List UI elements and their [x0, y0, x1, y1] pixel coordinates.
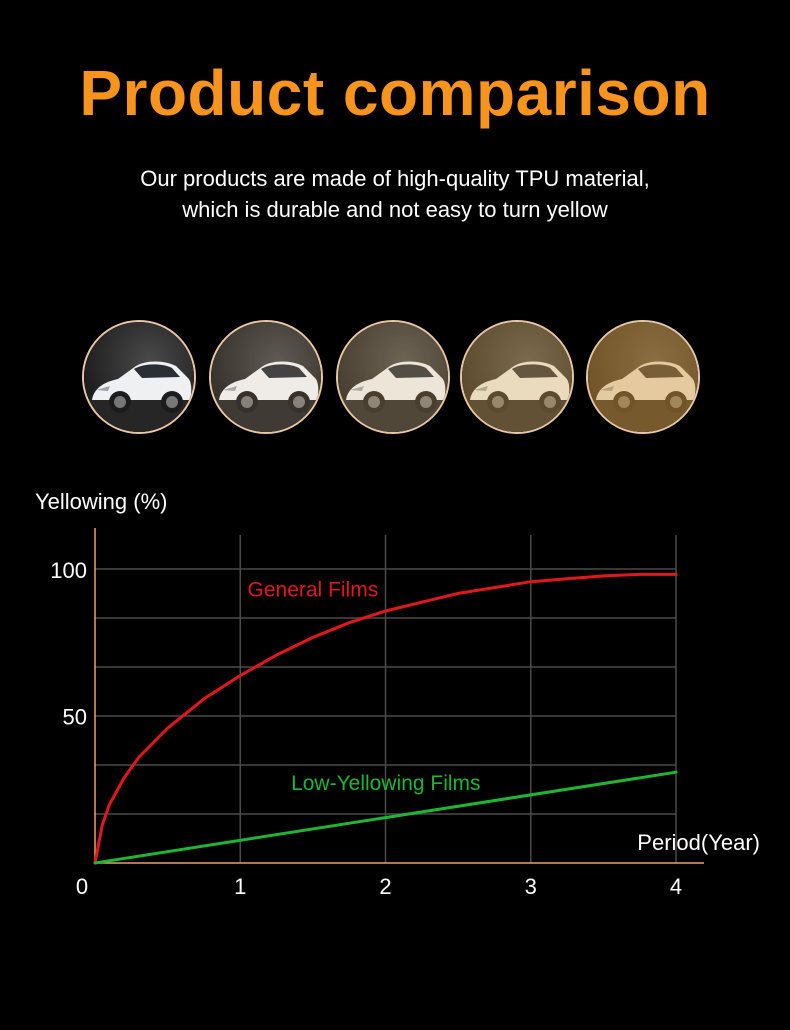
grid [95, 535, 677, 863]
car-photo-light-yellow [336, 320, 450, 434]
page-title: Product comparison [79, 57, 711, 129]
series-label-1: Low-Yellowing Films [291, 772, 480, 795]
car-photo-row [82, 320, 704, 438]
car-photo-yellow [460, 320, 574, 434]
car-photo-light-yellow-image [338, 322, 448, 432]
car-photo-yellow-image [462, 322, 572, 432]
x-tick-label-2: 2 [379, 874, 391, 899]
car-photo-clear [82, 320, 196, 434]
series-label-0: General Films [248, 578, 379, 601]
x-tick-label-4: 4 [670, 874, 682, 899]
y-tick-label-50: 50 [63, 705, 87, 730]
series-line-0 [93, 572, 678, 865]
car-photo-clear-image [84, 322, 194, 432]
page-subtitle: Our products are made of high-quality TP… [0, 163, 790, 225]
x-tick-label-0: 0 [76, 874, 88, 899]
car-photo-deep-yellow [586, 320, 700, 434]
yellowing-chart: General Films Low-Yellowing Films 0 1 2 3 4 50 1… [35, 489, 760, 899]
car-photo-slight-yellow-image [211, 322, 321, 432]
car-photo-deep-yellow-image [588, 322, 698, 432]
subtitle-line-1: Our products are made of high-quality TP… [140, 166, 650, 191]
y-tick-label-100: 100 [50, 558, 87, 583]
x-axis-label: Period(Year) [637, 830, 760, 855]
x-tick-label-1: 1 [234, 874, 246, 899]
x-tick-label-3: 3 [525, 874, 537, 899]
y-axis-label: Yellowing (%) [35, 489, 167, 514]
subtitle-line-2: which is durable and not easy to turn ye… [182, 197, 608, 222]
series-line-1 [93, 770, 678, 865]
car-photo-slight-yellow [209, 320, 323, 434]
